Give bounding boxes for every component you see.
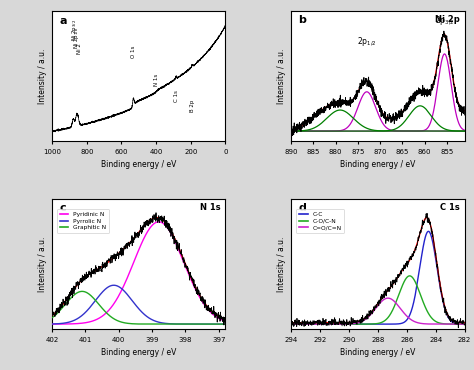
Text: Ni 2: Ni 2 <box>77 43 82 54</box>
Y-axis label: Intensity / a.u.: Intensity / a.u. <box>277 237 286 292</box>
Text: Ni 2p: Ni 2p <box>435 15 459 24</box>
Text: 2p$_{1/2}$: 2p$_{1/2}$ <box>357 36 377 48</box>
Y-axis label: Intensity / a.u.: Intensity / a.u. <box>37 237 46 292</box>
Y-axis label: Intensity / a.u.: Intensity / a.u. <box>37 48 46 104</box>
Text: C 1s: C 1s <box>439 204 459 212</box>
Text: c: c <box>59 204 66 213</box>
Text: B 2p: B 2p <box>190 100 195 112</box>
Y-axis label: Intensity / a.u.: Intensity / a.u. <box>277 48 286 104</box>
Text: N 1s: N 1s <box>154 74 159 87</box>
Text: Ni 2p$_{3/2}$: Ni 2p$_{3/2}$ <box>71 19 79 41</box>
Legend: C-C, C-O/C-N, C=O/C=N: C-C, C-O/C-N, C=O/C=N <box>296 209 344 233</box>
Text: d: d <box>298 204 306 213</box>
Legend: Pyridinic N, Pyrrolic N, Graphitic N: Pyridinic N, Pyrrolic N, Graphitic N <box>57 209 109 233</box>
X-axis label: Binding energy / eV: Binding energy / eV <box>340 160 416 169</box>
Text: C 1s: C 1s <box>173 90 179 102</box>
Text: O 1s: O 1s <box>131 46 136 58</box>
X-axis label: Binding energy / eV: Binding energy / eV <box>340 349 416 357</box>
Text: N 1s: N 1s <box>200 204 220 212</box>
Text: 2p$_{3/2}$: 2p$_{3/2}$ <box>435 14 455 27</box>
Text: b: b <box>298 15 306 25</box>
X-axis label: Binding energy / eV: Binding energy / eV <box>101 349 176 357</box>
Text: Ni 2p$_{1/2}$: Ni 2p$_{1/2}$ <box>73 27 81 49</box>
Text: a: a <box>59 16 66 26</box>
X-axis label: Binding energy / eV: Binding energy / eV <box>101 160 176 169</box>
